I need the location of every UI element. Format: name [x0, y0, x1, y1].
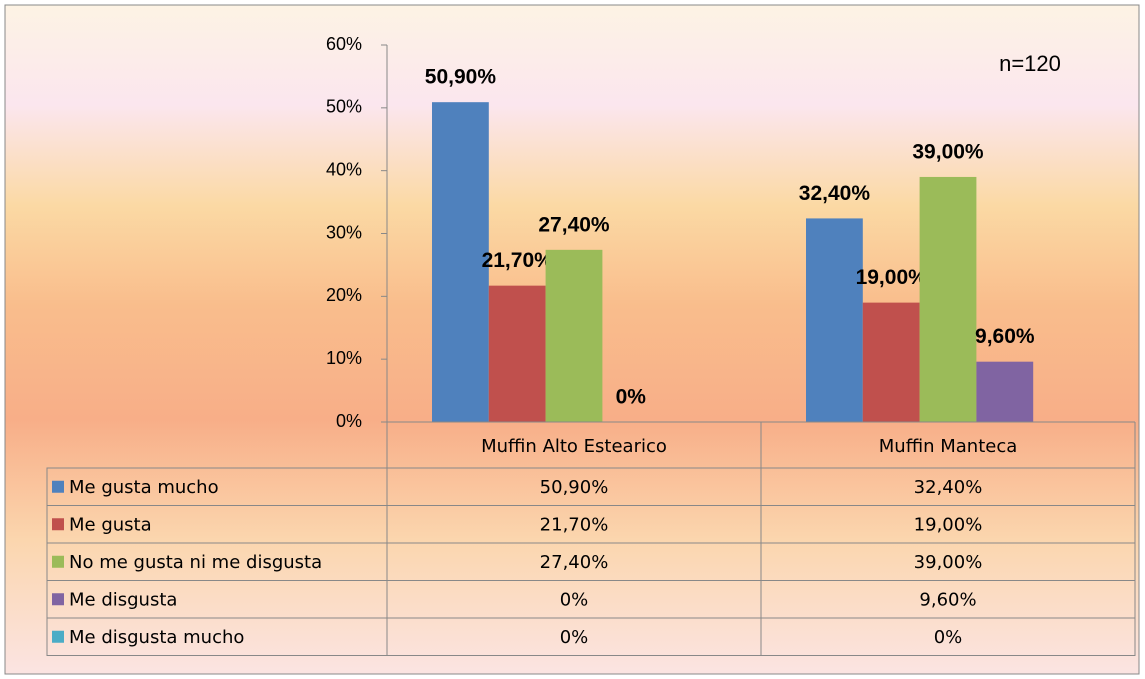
- bar: [488, 285, 546, 422]
- y-tick-label: 10%: [326, 348, 362, 368]
- bar: [545, 249, 603, 422]
- legend-swatch: [52, 480, 64, 493]
- table-cell: 0%: [560, 627, 589, 648]
- table-cell: 21,70%: [540, 514, 609, 535]
- bar: [919, 176, 977, 422]
- y-tick-label: 40%: [326, 159, 362, 179]
- bar: [806, 218, 863, 422]
- data-label: 21,70%: [482, 249, 554, 272]
- y-tick-label: 30%: [326, 222, 362, 242]
- legend-label: Me gusta: [69, 514, 152, 535]
- table-cell: 27,40%: [540, 552, 609, 573]
- legend-label: Me disgusta mucho: [69, 627, 244, 648]
- data-label: 32,40%: [799, 182, 871, 205]
- y-tick-label: 60%: [326, 34, 362, 54]
- table-cell: 19,00%: [914, 514, 983, 535]
- data-label: 27,40%: [538, 213, 610, 236]
- data-label: 50,90%: [425, 66, 497, 89]
- y-tick-label: 0%: [336, 411, 362, 431]
- legend-swatch: [52, 593, 64, 606]
- bar: [976, 361, 1034, 422]
- y-tick-label: 20%: [326, 285, 362, 305]
- table-cell: 50,90%: [540, 477, 609, 498]
- x-tick-label: Muffin Alto Estearico: [481, 436, 667, 457]
- bar: [862, 302, 920, 422]
- x-tick-label: Muffin Manteca: [879, 436, 1018, 457]
- data-label: 9,60%: [975, 325, 1035, 348]
- table-cell: 39,00%: [914, 552, 983, 573]
- legend-label: No me gusta ni me disgusta: [69, 552, 322, 573]
- legend-label: Me disgusta: [69, 589, 177, 610]
- data-label: 39,00%: [912, 140, 984, 163]
- legend-swatch: [52, 630, 64, 643]
- table-cell: 9,60%: [919, 589, 976, 610]
- data-label: 0%: [616, 386, 647, 409]
- bar: [432, 102, 489, 422]
- legend-label: Me gusta mucho: [69, 477, 219, 498]
- table-cell: 0%: [934, 627, 963, 648]
- annotation: n=120: [999, 51, 1061, 76]
- legend-swatch: [52, 518, 64, 531]
- table-cell: 32,40%: [914, 477, 983, 498]
- legend-swatch: [52, 555, 64, 568]
- y-tick-label: 50%: [326, 97, 362, 117]
- table-cell: 0%: [560, 589, 589, 610]
- data-label: 19,00%: [856, 266, 928, 289]
